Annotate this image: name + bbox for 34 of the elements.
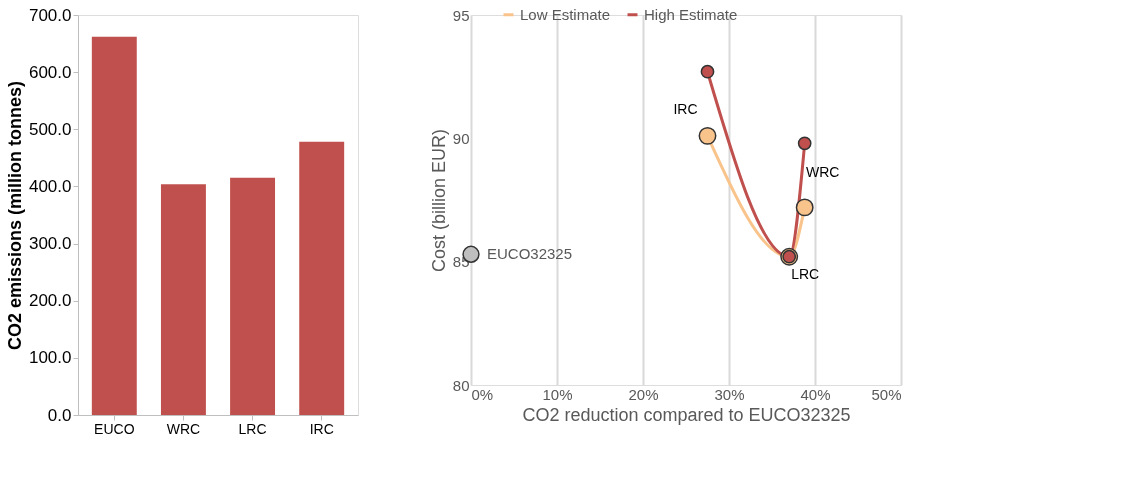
y-tick-label: 300.0 bbox=[28, 234, 72, 254]
x-tick-label: 50% bbox=[871, 385, 902, 403]
bar bbox=[160, 184, 206, 415]
y-tick-label: 400.0 bbox=[28, 176, 72, 196]
x-tick-label: 30% bbox=[714, 385, 745, 403]
series-label: EUCO32325 bbox=[487, 245, 573, 263]
x-tick-label: WRC bbox=[166, 420, 201, 437]
annotation: LRC bbox=[791, 265, 820, 282]
y-tick-label: 600.0 bbox=[28, 62, 72, 82]
y-tick-label: 500.0 bbox=[28, 119, 72, 139]
y-axis-title: Cost (billion EUR) bbox=[428, 128, 449, 273]
y-tick-label: 95 bbox=[452, 6, 470, 24]
bar bbox=[91, 36, 137, 415]
y-tick-label: 200.0 bbox=[28, 291, 72, 311]
y-tick-label: 90 bbox=[452, 129, 470, 147]
y-axis-title: CO2 emissions (million tonnes) bbox=[4, 80, 25, 351]
x-tick-label: 40% bbox=[800, 385, 831, 403]
y-tick-label: 700.0 bbox=[28, 5, 72, 25]
x-tick-label: LRC bbox=[238, 420, 267, 437]
y-tick-label: 80 bbox=[452, 376, 470, 394]
annotation: IRC bbox=[673, 100, 698, 117]
legend-label: Low Estimate bbox=[520, 5, 611, 23]
bar bbox=[230, 177, 276, 415]
x-tick-label: EUCO bbox=[94, 420, 135, 437]
bar bbox=[299, 141, 345, 415]
y-tick-label: 0.0 bbox=[47, 405, 72, 425]
y-tick-label: 100.0 bbox=[28, 348, 72, 368]
x-tick-label: 0% bbox=[471, 385, 494, 403]
x-tick-label: 20% bbox=[628, 385, 659, 403]
legend-label: High Estimate bbox=[644, 5, 738, 23]
x-axis-title: CO2 reduction compared to EUCO32325 bbox=[522, 404, 851, 425]
x-tick-label: 10% bbox=[542, 385, 573, 403]
x-tick-label: IRC bbox=[309, 420, 334, 437]
annotation: WRC bbox=[805, 164, 840, 181]
